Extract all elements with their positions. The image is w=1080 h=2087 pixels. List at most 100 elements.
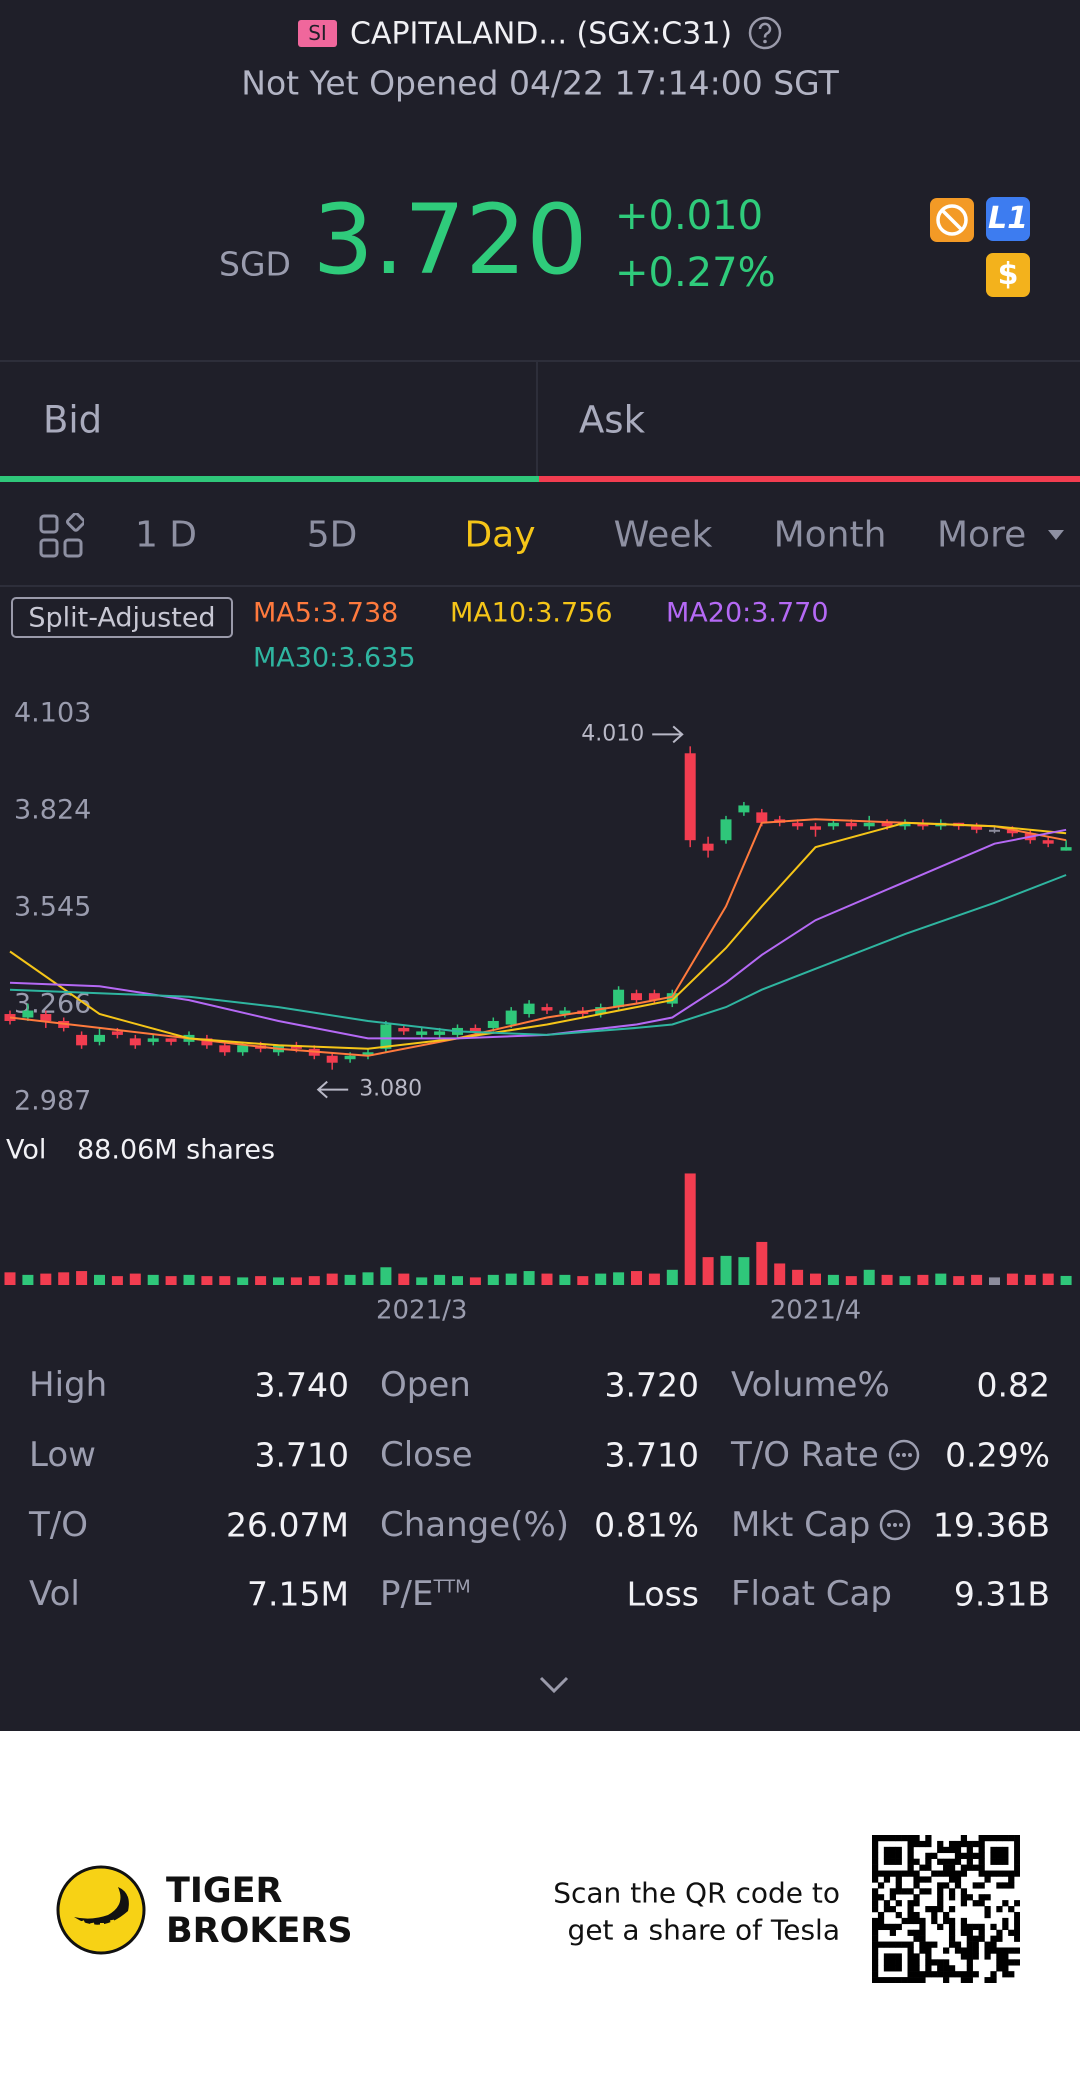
candle-body <box>1060 847 1072 851</box>
expand-chevron[interactable] <box>538 1674 570 1696</box>
qr-module <box>996 1965 1003 1972</box>
tab[interactable]: Month <box>773 514 887 556</box>
qr-module <box>937 1900 944 1907</box>
volume-bar <box>989 1277 1000 1285</box>
candle-body <box>648 993 660 1001</box>
tab[interactable]: 5D <box>306 514 358 556</box>
tab[interactable]: Day <box>464 514 536 556</box>
volume-bar <box>845 1276 857 1285</box>
qr-module <box>960 1971 968 1978</box>
qr-module <box>872 1947 879 1954</box>
qr-module <box>960 1923 968 1931</box>
currency-badge[interactable]: $ <box>986 253 1030 297</box>
info-icon[interactable] <box>878 1508 912 1542</box>
high-arrow <box>652 725 684 744</box>
candle-body <box>863 822 875 827</box>
ask-bar <box>539 476 1080 482</box>
qr-module <box>954 1941 962 1948</box>
volume-bar <box>899 1276 911 1285</box>
bid-label[interactable]: Bid <box>43 398 103 442</box>
qr-module <box>966 1941 973 1948</box>
qr-module <box>1002 1835 1009 1842</box>
qr-module <box>948 1840 956 1848</box>
tab[interactable]: More <box>937 514 1027 556</box>
qr-module <box>1008 1929 1015 1936</box>
price-change-pct: +0.27% <box>615 250 776 296</box>
qr-module <box>1008 1835 1015 1842</box>
qr-module <box>872 1929 879 1936</box>
qr-module <box>937 1846 944 1854</box>
qr-module <box>872 1858 879 1865</box>
volume-bar <box>648 1273 660 1285</box>
qr-module <box>937 1906 944 1913</box>
tab[interactable]: Week <box>613 514 713 556</box>
qr-module <box>948 1935 956 1942</box>
qr-module <box>919 1971 926 1978</box>
qr-module <box>948 1929 956 1936</box>
volume-bar <box>22 1274 34 1285</box>
qr-module <box>872 1906 879 1913</box>
candle-body <box>1042 840 1054 844</box>
qr-module <box>996 1953 1003 1960</box>
y-tick-label: 4.103 <box>14 698 91 729</box>
stat-label: Open <box>380 1365 471 1405</box>
qr-module <box>925 1971 932 1978</box>
qr-module <box>907 1977 914 1983</box>
qr-module <box>954 1852 962 1859</box>
volume-bar <box>273 1277 284 1285</box>
qr-module <box>990 1858 997 1865</box>
qr-module <box>913 1935 920 1942</box>
tab[interactable]: 1 D <box>134 514 198 556</box>
stat-value: 0.29% <box>945 1435 1050 1475</box>
qr-code <box>872 1835 1020 1983</box>
candle-body <box>40 1014 52 1021</box>
volume-bar <box>720 1255 732 1285</box>
help-icon[interactable] <box>748 16 782 50</box>
qr-module <box>913 1965 920 1972</box>
qr-module <box>872 1953 879 1960</box>
qr-module <box>996 1852 1003 1859</box>
qr-module <box>978 1835 985 1842</box>
candle-body <box>129 1038 141 1046</box>
volume-bar <box>40 1273 52 1285</box>
qr-module <box>919 1876 926 1883</box>
ask-label[interactable]: Ask <box>579 398 646 442</box>
info-icon[interactable] <box>887 1438 921 1472</box>
legend-entry: MA5:3.738 <box>253 598 398 629</box>
qr-module <box>931 1852 938 1859</box>
qr-module <box>966 1971 973 1978</box>
shortable-icon[interactable] <box>929 197 975 243</box>
qr-module <box>960 1888 968 1895</box>
ma-line <box>9 828 1067 1040</box>
qr-module <box>907 1906 914 1913</box>
qr-module <box>872 1852 879 1859</box>
volume-bar <box>935 1273 947 1285</box>
qr-module <box>937 1965 944 1972</box>
qr-module <box>990 1971 997 1978</box>
divider <box>536 362 538 476</box>
qr-module <box>943 1977 950 1983</box>
qr-module <box>872 1935 879 1942</box>
qr-module <box>877 1835 885 1842</box>
qr-module <box>937 1882 944 1889</box>
candle-body <box>111 1031 123 1035</box>
level-badge[interactable]: L1 <box>986 197 1030 241</box>
qr-module <box>996 1906 1003 1913</box>
y-tick-label: 3.824 <box>14 795 91 826</box>
qr-module <box>872 1917 879 1925</box>
qr-module <box>948 1965 956 1972</box>
qr-module <box>996 1846 1003 1854</box>
qr-module <box>978 1882 985 1889</box>
qr-module <box>972 1935 979 1942</box>
qr-module <box>948 1917 956 1925</box>
layout-icon[interactable] <box>38 513 84 559</box>
qr-module <box>1008 1876 1015 1883</box>
candle-body <box>290 1045 302 1049</box>
qr-module <box>883 1870 891 1877</box>
qr-module <box>872 1876 879 1883</box>
volume-label: Vol <box>6 1135 46 1166</box>
qr-module <box>972 1923 979 1931</box>
candle-body <box>326 1055 338 1063</box>
qr-module <box>913 1977 920 1983</box>
